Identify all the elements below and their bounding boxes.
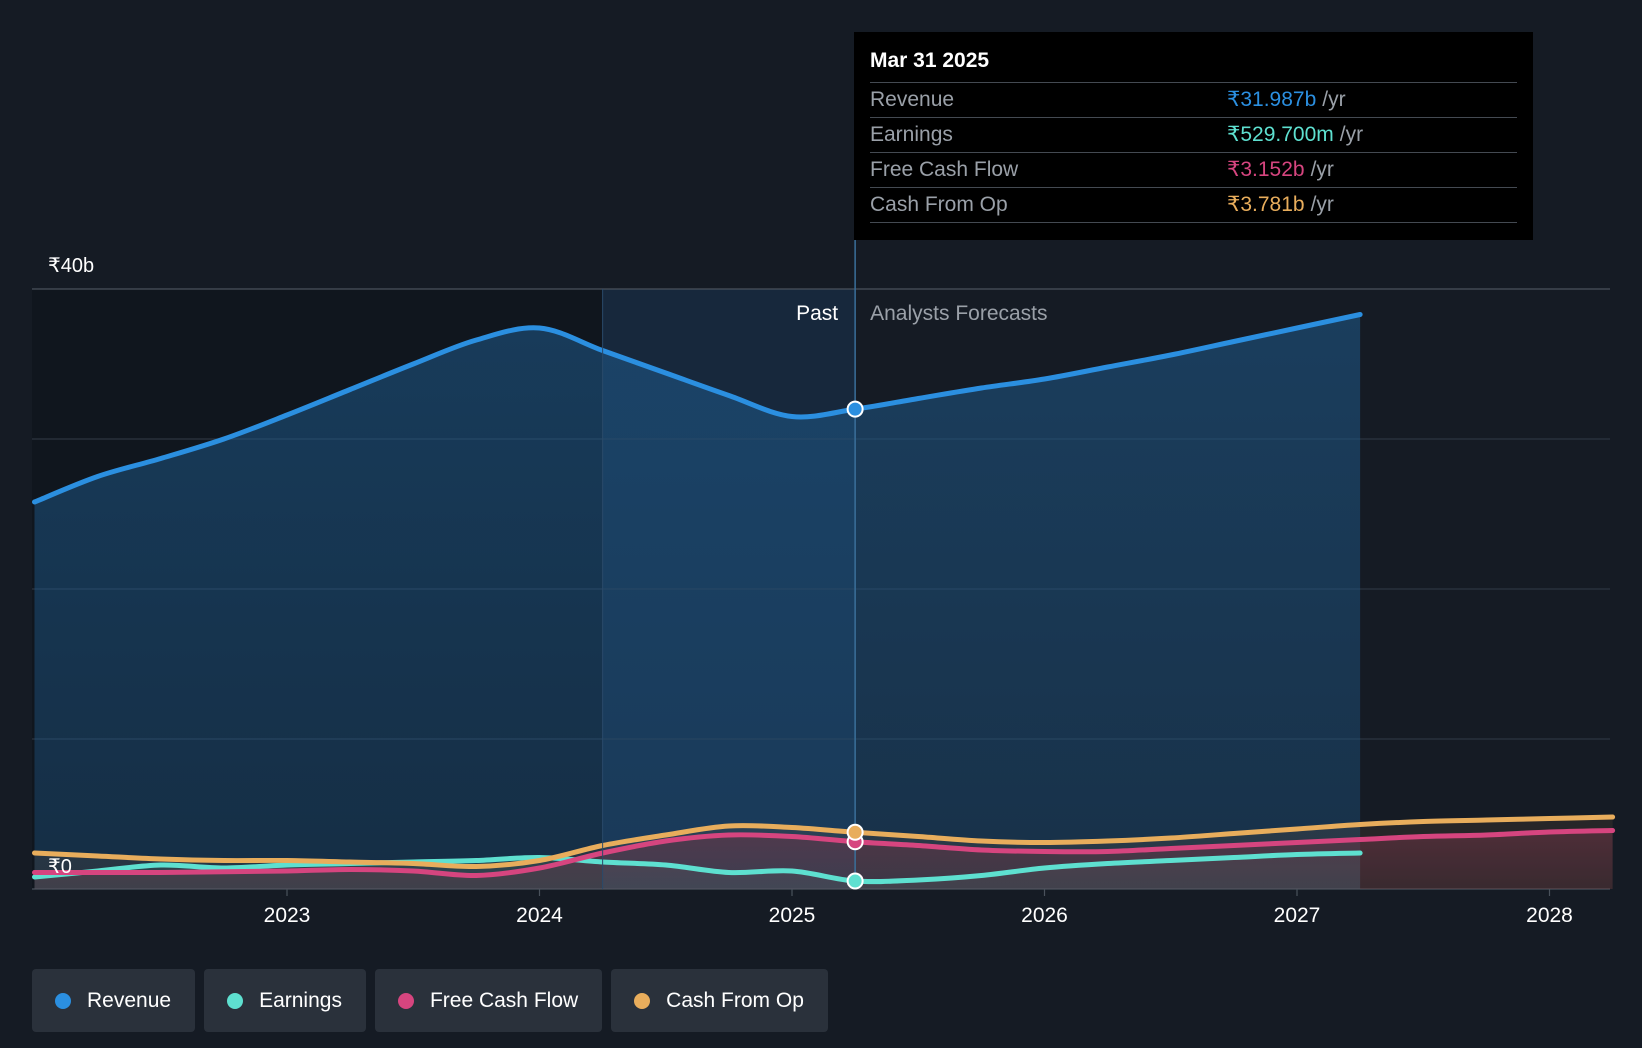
financial-chart: ₹40b ₹0 Past Analysts Forecasts 2023 2024… xyxy=(32,240,1616,927)
forecast-label: Analysts Forecasts xyxy=(870,302,1047,325)
tooltip-row: Free Cash Flow ₹3.152b/yr xyxy=(870,153,1517,188)
revenue-marker xyxy=(846,400,864,418)
past-label: Past xyxy=(796,302,838,325)
tooltip-row: Revenue ₹31.987b/yr xyxy=(870,83,1517,118)
cash-from-op-line xyxy=(32,814,1616,870)
revenue-area xyxy=(34,314,1361,889)
x-tick-label: 2025 xyxy=(769,904,816,927)
tooltip-row-unit: /yr xyxy=(1310,193,1334,216)
tooltip-row-label: Cash From Op xyxy=(870,193,1008,216)
tooltip-row-value: ₹529.700m xyxy=(1227,123,1334,146)
legend-item-cash-from-op[interactable]: Cash From Op xyxy=(611,969,828,1032)
tooltip-row-label: Free Cash Flow xyxy=(870,158,1019,181)
earnings-line xyxy=(32,850,1363,885)
legend-label: Earnings xyxy=(259,988,342,1012)
x-tick-label: 2024 xyxy=(516,904,563,927)
legend-label: Free Cash Flow xyxy=(429,988,579,1012)
revenue-line xyxy=(32,312,1363,505)
tooltip-date: Mar 31 2025 xyxy=(870,46,1517,83)
legend-dot-icon xyxy=(55,992,71,1009)
free-cash-flow-line xyxy=(32,828,1616,879)
legend-item-free-cash-flow[interactable]: Free Cash Flow xyxy=(374,969,603,1032)
tooltip: Mar 31 2025 Revenue ₹31.987b/yr Earnings ₹5… xyxy=(854,32,1533,240)
legend-item-earnings[interactable]: Earnings xyxy=(204,969,366,1032)
tooltip-row-unit: /yr xyxy=(1310,158,1334,181)
tooltip-row-value: ₹3.781b xyxy=(1227,193,1305,216)
y-axis-top-label: ₹40b xyxy=(48,255,94,277)
tooltip-row-label: Revenue xyxy=(870,88,955,111)
earnings-marker xyxy=(846,872,864,890)
tooltip-row: Cash From Op ₹3.781b/yr xyxy=(870,188,1517,223)
y-axis-bottom-label: ₹0 xyxy=(48,856,72,878)
legend-dot-icon xyxy=(634,992,651,1009)
tooltip-row-unit: /yr xyxy=(1339,123,1364,146)
tooltip-row: Earnings ₹529.700m/yr xyxy=(870,118,1517,153)
x-tick-label: 2027 xyxy=(1274,904,1321,927)
x-tick-label: 2028 xyxy=(1526,904,1573,927)
x-tick-label: 2023 xyxy=(264,904,311,927)
legend-label: Revenue xyxy=(87,988,172,1012)
legend-item-revenue[interactable]: Revenue xyxy=(32,969,196,1032)
legend-label: Cash From Op xyxy=(666,988,804,1012)
tooltip-row-unit: /yr xyxy=(1322,88,1346,111)
tooltip-row-value: ₹3.152b xyxy=(1227,158,1305,181)
tooltip-row-value: ₹31.987b xyxy=(1227,88,1317,111)
cash-from-op-marker xyxy=(846,823,864,841)
legend-dot-icon xyxy=(227,992,244,1009)
legend-dot-icon xyxy=(397,992,414,1009)
x-tick-label: 2026 xyxy=(1021,904,1068,927)
tooltip-row-label: Earnings xyxy=(870,123,953,146)
legend: Revenue Earnings Free Cash Flow Cash From O… xyxy=(32,969,828,1032)
